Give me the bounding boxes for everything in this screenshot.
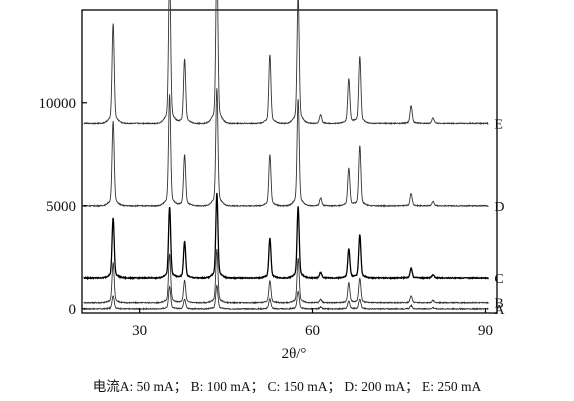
series-label-A: A bbox=[494, 303, 505, 318]
y-tick-label: 0 bbox=[69, 302, 77, 318]
plot-frame bbox=[81, 9, 498, 314]
series-line-A bbox=[83, 284, 489, 311]
series-label-C: C bbox=[494, 272, 503, 287]
series-line-B bbox=[83, 248, 489, 305]
y-tick-label: 10000 bbox=[39, 96, 77, 112]
y-tick-label: 5000 bbox=[46, 199, 76, 215]
series-label-B: B bbox=[494, 297, 503, 312]
x-axis: 30 60 90 bbox=[132, 308, 493, 339]
x-tick-label: 60 bbox=[305, 323, 320, 339]
series-line-E bbox=[83, 0, 489, 126]
x-tick-label: 90 bbox=[478, 323, 493, 339]
series-line-D bbox=[83, 88, 489, 208]
x-axis-title: 2θ/° bbox=[282, 346, 307, 362]
series-label-E: E bbox=[494, 117, 503, 132]
plot-content: ABC D E bbox=[83, 0, 505, 318]
chart-caption: 电流A: 50 mA； B: 100 mA； C: 150 mA； D: 200… bbox=[92, 379, 482, 394]
series-line-C bbox=[83, 192, 489, 281]
x-tick-label: 30 bbox=[132, 323, 147, 339]
series-label-D: D bbox=[494, 200, 504, 215]
y-axis: 0 5000 10000 bbox=[39, 96, 87, 318]
